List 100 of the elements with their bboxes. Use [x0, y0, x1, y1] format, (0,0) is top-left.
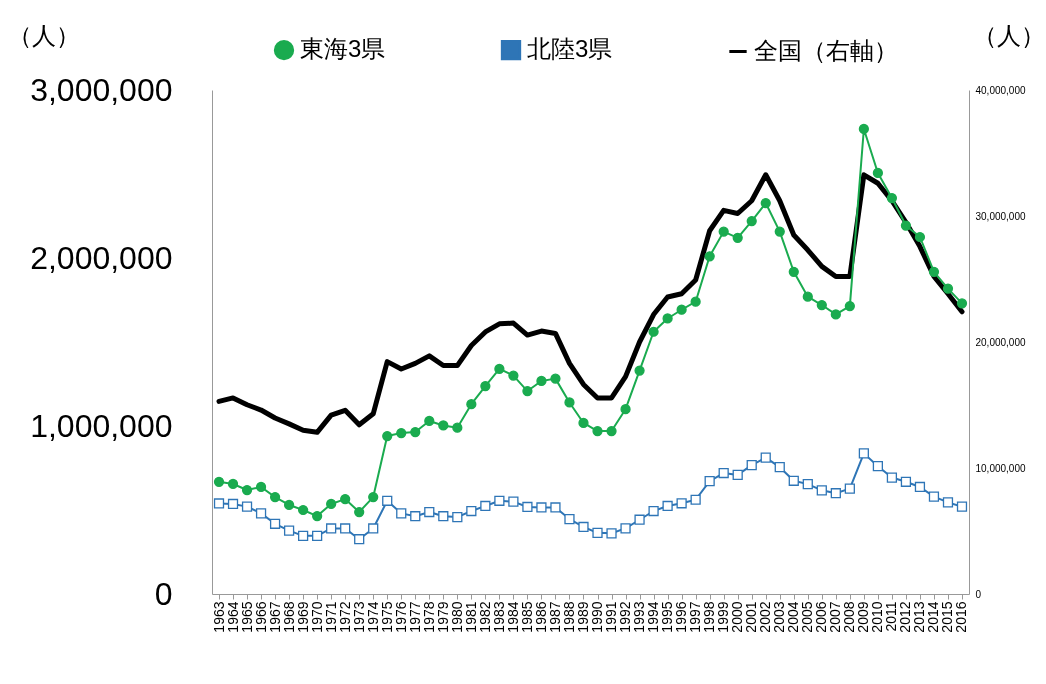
point — [213, 476, 225, 487]
point — [928, 266, 940, 277]
point — [872, 461, 883, 472]
point — [690, 494, 701, 505]
x-tick-label: 2014 — [925, 601, 942, 633]
point — [410, 426, 421, 438]
x-tick-label: 1978 — [420, 601, 437, 633]
point — [522, 385, 533, 397]
point — [802, 291, 813, 302]
x-tick-label: 1990 — [589, 601, 606, 633]
point — [241, 484, 253, 496]
point — [732, 232, 743, 243]
point — [914, 231, 926, 243]
point — [326, 498, 337, 510]
y-tick-label: 2,000,000 — [30, 239, 173, 276]
point — [536, 375, 547, 387]
x-tick-label: 1979 — [434, 601, 451, 633]
point — [648, 326, 659, 337]
point — [438, 511, 449, 522]
x-tick-label: 2016 — [953, 601, 970, 633]
point — [424, 506, 435, 518]
point — [606, 528, 617, 539]
x-tick-label: 1966 — [252, 601, 269, 633]
y-axis-title: （人） — [7, 21, 80, 49]
point — [844, 300, 855, 312]
x-tick-label: 1964 — [224, 601, 241, 633]
x-tick-label: 2015 — [939, 601, 956, 633]
x-tick-label: 1996 — [673, 601, 690, 633]
point — [410, 511, 421, 522]
point — [914, 481, 926, 493]
x-tick-label: 1974 — [364, 601, 381, 633]
point — [956, 501, 968, 512]
x-tick-label: 1976 — [392, 601, 409, 633]
x-tick-label: 1989 — [574, 601, 591, 633]
point — [620, 523, 631, 534]
point — [872, 167, 883, 179]
x-tick-label: 1972 — [336, 601, 353, 633]
x-tick-label: 1973 — [350, 601, 367, 633]
point — [704, 475, 715, 487]
point — [564, 397, 575, 408]
x-tick-label: 2004 — [785, 601, 802, 633]
x-tick-label: 2003 — [771, 601, 788, 633]
legend-label: 全国（右軸） — [754, 36, 898, 64]
x-tick-label: 1992 — [617, 601, 634, 633]
point — [298, 504, 309, 516]
x-tick-label: 2007 — [827, 601, 844, 633]
x-tick-label: 2005 — [799, 601, 816, 633]
point — [718, 467, 729, 479]
point — [452, 511, 463, 523]
point — [312, 530, 323, 541]
x-tick-label: 1968 — [280, 601, 297, 633]
y-tick-label: 3,000,000 — [30, 71, 173, 108]
point — [830, 309, 841, 320]
point — [746, 460, 757, 471]
point — [802, 479, 813, 490]
point — [746, 215, 757, 227]
point — [816, 299, 827, 311]
point — [396, 508, 407, 519]
y2-tick-label: 20,000,000 — [975, 336, 1026, 348]
x-tick-label: 1984 — [504, 601, 521, 633]
point — [788, 475, 799, 486]
x-tick-label: 1987 — [546, 601, 563, 633]
x-tick-label: 1965 — [238, 601, 255, 633]
point — [774, 462, 785, 473]
x-tick-label: 1997 — [687, 601, 704, 633]
point — [536, 502, 547, 513]
point — [830, 488, 841, 499]
point — [283, 525, 295, 536]
point — [522, 501, 533, 513]
x-tick-label: 1995 — [659, 601, 676, 633]
point — [760, 452, 771, 463]
x-tick-label: 1967 — [266, 601, 283, 633]
point — [382, 430, 393, 442]
point — [269, 518, 281, 529]
point — [956, 298, 968, 309]
point — [424, 415, 435, 427]
x-tick-label: 2000 — [729, 601, 746, 633]
point — [227, 478, 239, 490]
point — [690, 296, 701, 307]
point — [788, 266, 799, 277]
point — [942, 283, 954, 294]
x-tick-label: 1986 — [532, 601, 549, 633]
x-tick-label: 2009 — [855, 601, 872, 633]
point — [816, 485, 827, 496]
point — [494, 363, 505, 374]
point — [466, 399, 477, 410]
x-tick-label: 2001 — [743, 601, 760, 633]
point — [241, 501, 253, 512]
point — [760, 197, 771, 209]
point — [718, 226, 729, 237]
point — [592, 527, 603, 538]
point — [858, 448, 869, 459]
point — [844, 483, 855, 494]
point — [213, 498, 225, 509]
point — [676, 304, 687, 315]
point — [662, 500, 673, 512]
x-tick-label: 1977 — [406, 601, 423, 633]
point — [494, 495, 505, 506]
x-tick-label: 1988 — [560, 601, 577, 633]
point — [578, 417, 589, 429]
